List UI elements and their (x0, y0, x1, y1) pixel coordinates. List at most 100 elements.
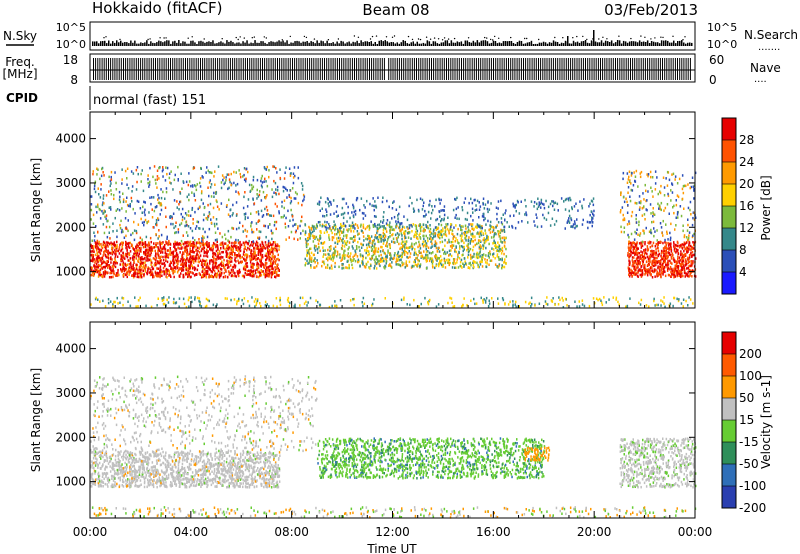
noise-sky-mark (98, 43, 100, 46)
freq-bar (593, 58, 595, 80)
power-cell (190, 260, 193, 263)
power-cell (272, 247, 274, 251)
power-cell (395, 263, 397, 266)
power-cell (192, 218, 194, 221)
freq-bar (657, 58, 659, 80)
power-cell (270, 261, 272, 264)
power-cell (452, 233, 454, 236)
power-cell (132, 258, 134, 261)
power-cell (216, 244, 218, 247)
power-cell (417, 254, 419, 257)
power-cell (483, 215, 485, 218)
power-cell (176, 271, 179, 274)
noise-sky-mark (146, 40, 148, 46)
power-cell (301, 203, 303, 207)
power-cell (503, 236, 505, 239)
power-cell (309, 231, 311, 234)
power-cell (492, 253, 494, 256)
power-cell (449, 227, 451, 231)
power-cell (148, 252, 150, 255)
freq-bar (251, 58, 253, 80)
power-cell (152, 226, 154, 229)
power-cell (543, 206, 546, 210)
noise-sky-mark (494, 41, 497, 46)
power-cell (240, 243, 243, 247)
noise-sky-mark (458, 42, 461, 46)
power-cell (267, 213, 269, 216)
power-cell (271, 264, 274, 267)
freq-bar (600, 58, 601, 80)
power-cell (453, 235, 456, 238)
power-cell (184, 241, 186, 244)
power-cell (334, 261, 336, 265)
freq-bar (285, 58, 287, 80)
freq-bar (461, 58, 462, 80)
power-cell (133, 270, 136, 273)
power-cell (272, 214, 275, 218)
power-cell (328, 253, 330, 256)
power-cell (105, 255, 107, 259)
power-cell (378, 262, 380, 266)
power-cell (357, 233, 359, 236)
noise-sky-mark (492, 40, 495, 46)
power-cell (381, 259, 384, 263)
power-cell (207, 203, 209, 207)
power-cell (154, 249, 156, 253)
power-cell (326, 226, 328, 230)
power-cell (359, 208, 361, 212)
power-cell (224, 264, 227, 267)
power-cell (469, 242, 471, 245)
power-cell (310, 264, 312, 267)
noise-sky-mark (612, 43, 615, 46)
power-cell (465, 234, 468, 238)
power-cell (247, 170, 249, 174)
power-cell (212, 254, 215, 257)
power-cell (455, 207, 458, 211)
power-cell (589, 221, 592, 224)
power-cell (235, 214, 238, 217)
power-cell (134, 271, 136, 275)
power-cell (352, 226, 354, 230)
power-cell (193, 166, 196, 170)
power-cell (107, 266, 109, 269)
power-cell (187, 234, 189, 237)
noise-sky-mark (450, 40, 453, 46)
power-cell (164, 206, 167, 209)
power-cell (156, 169, 159, 172)
power-cell (350, 224, 352, 228)
freq-bar (540, 58, 542, 80)
power-cell (395, 223, 398, 226)
power-cell (142, 189, 145, 193)
power-cell (225, 176, 227, 179)
freq-bar (326, 58, 328, 80)
power-cell (162, 190, 164, 194)
power-cell (256, 228, 258, 231)
power-cell (202, 275, 204, 279)
freq-bar (234, 58, 236, 80)
noise-sky-mark (550, 42, 553, 46)
noise-sky-mark (540, 42, 543, 46)
power-cell (188, 214, 190, 217)
noise-sky-mark (542, 41, 545, 46)
power-cell (495, 244, 497, 247)
power-cell (473, 252, 475, 256)
power-cell (112, 222, 114, 225)
power-cell (441, 258, 443, 262)
power-cell (677, 267, 680, 270)
power-cell (467, 266, 470, 269)
power-cell (411, 264, 414, 268)
power-cell (131, 185, 134, 188)
power-cell (281, 200, 283, 204)
power-cell (326, 214, 328, 217)
power-cell (150, 249, 152, 252)
power-cell (383, 237, 385, 240)
power-cell (148, 183, 151, 186)
power-cell (508, 225, 510, 228)
power-cell (181, 269, 183, 272)
power-cell (309, 227, 311, 230)
power-cell (99, 271, 101, 274)
power-cell (342, 212, 344, 216)
power-cell (268, 169, 270, 172)
power-cell (305, 262, 307, 265)
power-cell (434, 240, 437, 243)
